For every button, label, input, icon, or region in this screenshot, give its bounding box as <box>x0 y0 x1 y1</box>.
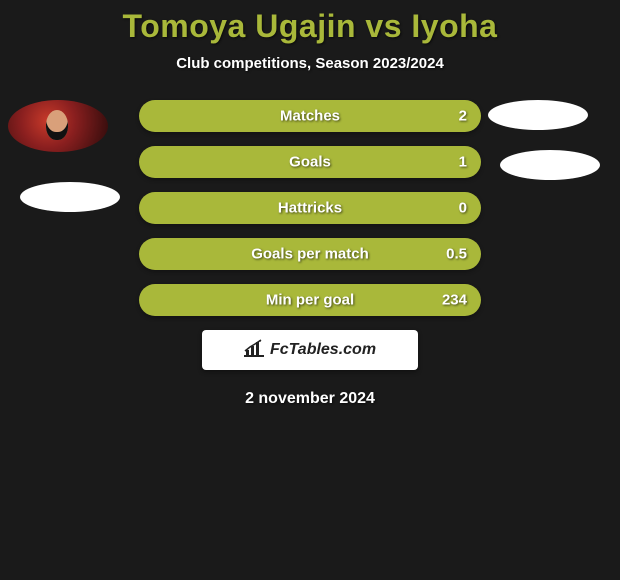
title-player1: Tomoya Ugajin <box>123 8 356 44</box>
stat-label: Min per goal <box>266 292 354 309</box>
title-player2: Iyoha <box>411 8 497 44</box>
stat-bars: Matches 2 Goals 1 Hattricks 0 Goals per … <box>139 100 481 316</box>
stat-bar-goals: Goals 1 <box>139 146 481 178</box>
stat-label: Goals per match <box>251 246 369 263</box>
placeholder-ellipse-mid-right <box>500 150 600 180</box>
subtitle: Club competitions, Season 2023/2024 <box>0 55 620 72</box>
stat-bar-mpg: Min per goal 234 <box>139 284 481 316</box>
stat-bar-hattricks: Hattricks 0 <box>139 192 481 224</box>
source-badge[interactable]: FcTables.com <box>202 330 418 370</box>
stat-bar-gpm: Goals per match 0.5 <box>139 238 481 270</box>
footer-date: 2 november 2024 <box>0 390 620 408</box>
stat-value: 1 <box>459 154 467 171</box>
stat-label: Goals <box>289 154 331 171</box>
content-area: Matches 2 Goals 1 Hattricks 0 Goals per … <box>0 100 620 408</box>
stat-value: 234 <box>442 292 467 309</box>
page-title: Tomoya Ugajin vs Iyoha <box>0 0 620 45</box>
avatar-player1 <box>8 100 108 152</box>
comparison-card: Tomoya Ugajin vs Iyoha Club competitions… <box>0 0 620 580</box>
title-vs: vs <box>365 8 402 44</box>
stat-value: 0 <box>459 200 467 217</box>
stat-label: Matches <box>280 108 340 125</box>
source-badge-text: FcTables.com <box>270 341 376 359</box>
stat-value: 0.5 <box>446 246 467 263</box>
placeholder-ellipse-left <box>20 182 120 212</box>
chart-icon <box>244 339 264 362</box>
stat-bar-matches: Matches 2 <box>139 100 481 132</box>
stat-label: Hattricks <box>278 200 342 217</box>
placeholder-ellipse-top-right <box>488 100 588 130</box>
stat-value: 2 <box>459 108 467 125</box>
